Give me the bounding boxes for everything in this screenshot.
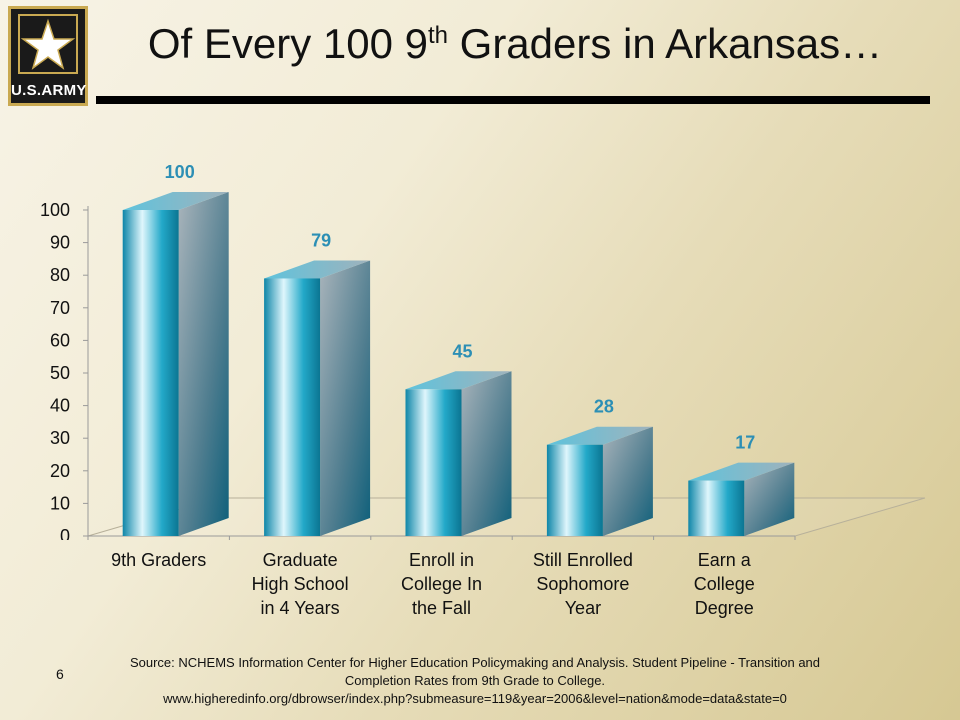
x-category-label-line: Degree [694,598,754,618]
star-icon [18,14,78,74]
x-category-label: 9th Graders [89,548,229,572]
x-category-label-line: Year [564,598,602,618]
source-line-2: Completion Rates from 9th Grade to Colle… [344,673,606,688]
y-tick-label: 90 [50,233,70,253]
bar-side [461,371,512,536]
x-category-label-line: Still Enrolled [532,550,633,570]
bar [546,426,653,536]
title-rule [96,96,930,104]
source-line-1: Source: NCHEMS Information Center for Hi… [129,655,821,670]
x-category-label-line: Earn a [697,550,751,570]
bar-top [546,426,653,445]
bar [688,462,795,536]
bar-front [264,278,321,536]
y-tick-label: 20 [50,461,70,481]
x-category-label-line: 9th Graders [111,550,207,570]
bar-value-label: 79 [311,230,331,250]
x-category-label-line: Sophomore [536,574,630,594]
bar-side [320,260,371,536]
bar-chart: 0 10 20 30 40 50 60 70 80 90 100 100 79 45 28 17 [40,162,926,540]
y-tick-label: 70 [50,298,70,318]
bar-side [602,426,653,536]
bar [264,260,371,536]
y-tick-label: 30 [50,428,70,448]
title-end: Graders in Arkansas… [447,20,883,67]
bar-side [178,192,229,536]
title-superscript: th [427,22,448,49]
bar-front [688,480,745,536]
bar-top [688,462,795,481]
x-category-label-line: the Fall [411,598,472,618]
source-line-3: www.higheredinfo.org/dbrowser/index.php?… [163,691,787,706]
bar-front [122,210,179,536]
x-category-label: Still Enrolled Sophomore Year [513,548,653,620]
x-category-label: Enroll in College In the Fall [372,548,512,620]
y-tick-label: 40 [50,396,70,416]
bar-front [405,389,462,536]
bar-front [546,444,603,536]
y-tick-label: 0 [60,526,70,540]
source-note: Source: NCHEMS Information Center for Hi… [10,654,940,708]
x-category-label-line: Graduate [262,550,338,570]
bar-top [122,192,229,210]
bar-side [744,462,795,536]
x-category-label-line: College [693,574,755,594]
bar-value-label: 45 [452,341,472,361]
x-category-label-line: College In [400,574,483,594]
title-main: Of Every 100 9 [147,20,428,67]
bar-value-label: 100 [165,162,195,182]
bar-value-label: 28 [594,397,614,417]
army-logo: U.S.ARMY [8,6,88,106]
logo-text: U.S.ARMY [11,82,87,99]
x-category-label-line: High School [251,574,349,594]
page-number: 6 [56,666,64,682]
bar-value-label: 17 [735,433,755,453]
y-tick-label: 100 [40,200,70,220]
x-category-label-line: in 4 Years [260,598,340,618]
y-tick-label: 60 [50,330,70,350]
bar [122,192,229,536]
bar [405,371,512,536]
y-tick-label: 10 [50,493,70,513]
x-category-label: Graduate High School in 4 Years [230,548,370,620]
x-category-label: Earn a College Degree [654,548,794,620]
bar-top [264,260,371,279]
bar-top [405,371,512,390]
y-tick-label: 80 [50,265,70,285]
page-title: Of Every 100 9th Graders in Arkansas… [95,20,935,68]
y-tick-label: 50 [50,363,70,383]
x-category-label-line: Enroll in [408,550,475,570]
